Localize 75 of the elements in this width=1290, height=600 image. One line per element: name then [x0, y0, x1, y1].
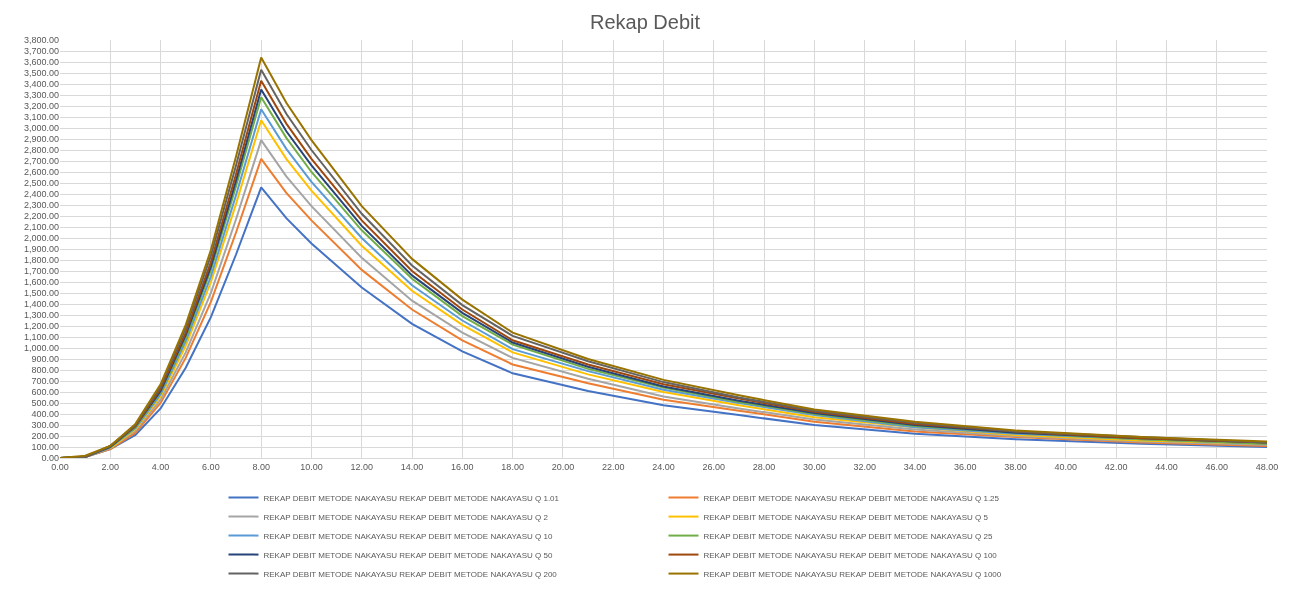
y-tick-label: 3,700.00: [23, 46, 59, 57]
x-tick-label: 24.00: [652, 461, 675, 472]
x-tick-label: 44.00: [1155, 461, 1178, 472]
y-tick-label: 1,100.00: [23, 332, 59, 343]
y-tick-label: 2,000.00: [23, 233, 59, 244]
y-tick-label: 2,700.00: [23, 156, 59, 167]
legend-label: REKAP DEBIT METODE NAKAYASU REKAP DEBIT METODE NAKAYASU Q 200: [263, 569, 558, 579]
y-tick-label: 1,600.00: [23, 277, 59, 288]
y-tick-label: 900.00: [31, 354, 59, 365]
legend-label: REKAP DEBIT METODE NAKAYASU REKAP DEBIT METODE NAKAYASU Q 25: [703, 531, 993, 541]
y-tick-label: 2,400.00: [23, 189, 59, 200]
y-tick-label: 1,300.00: [23, 310, 59, 321]
legend-label: REKAP DEBIT METODE NAKAYASU REKAP DEBIT METODE NAKAYASU Q 1000: [703, 569, 1002, 579]
legend-label: REKAP DEBIT METODE NAKAYASU REKAP DEBIT METODE NAKAYASU Q 10: [263, 531, 553, 541]
legend-label: REKAP DEBIT METODE NAKAYASU REKAP DEBIT METODE NAKAYASU Q 50: [263, 550, 553, 560]
y-tick-label: 1,000.00: [23, 343, 59, 354]
legend-label: REKAP DEBIT METODE NAKAYASU REKAP DEBIT METODE NAKAYASU Q 1.25: [703, 493, 1000, 503]
y-tick-label: 3,100.00: [23, 112, 59, 123]
y-tick-label: 3,200.00: [23, 101, 59, 112]
y-tick-label: 1,700.00: [23, 266, 59, 277]
legend-label: REKAP DEBIT METODE NAKAYASU REKAP DEBIT METODE NAKAYASU Q 5: [703, 512, 989, 522]
y-tick-label: 3,500.00: [23, 68, 59, 79]
x-tick-label: 20.00: [551, 461, 575, 472]
x-tick-label: 42.00: [1104, 461, 1128, 472]
x-tick-label: 34.00: [903, 461, 927, 472]
x-tick-label: 2.00: [101, 461, 120, 472]
x-tick-label: 38.00: [1004, 461, 1027, 472]
x-tick-label: 40.00: [1054, 461, 1078, 472]
y-tick-label: 1,900.00: [23, 244, 59, 255]
y-tick-label: 1,400.00: [23, 299, 59, 310]
y-tick-label: 3,800.00: [23, 35, 59, 46]
y-tick-label: 2,300.00: [23, 200, 59, 211]
y-tick-label: 2,900.00: [23, 134, 59, 145]
legend-label: REKAP DEBIT METODE NAKAYASU REKAP DEBIT METODE NAKAYASU Q 100: [703, 550, 998, 560]
y-tick-label: 3,400.00: [23, 79, 59, 90]
legend-label: REKAP DEBIT METODE NAKAYASU REKAP DEBIT METODE NAKAYASU Q 2: [263, 512, 549, 522]
y-tick-label: 500.00: [31, 398, 59, 409]
y-tick-label: 200.00: [31, 431, 59, 442]
legend-label: REKAP DEBIT METODE NAKAYASU REKAP DEBIT METODE NAKAYASU Q 1.01: [263, 493, 560, 503]
y-tick-label: 0.00: [41, 453, 59, 464]
y-tick-label: 800.00: [31, 365, 59, 376]
x-tick-label: 6.00: [202, 461, 220, 472]
x-tick-label: 26.00: [702, 461, 726, 472]
x-tick-label: 48.00: [1255, 461, 1279, 472]
x-tick-label: 10.00: [300, 461, 323, 472]
y-tick-label: 1,200.00: [23, 321, 59, 332]
y-tick-label: 600.00: [31, 387, 59, 398]
x-tick-label: 12.00: [350, 461, 374, 472]
x-tick-label: 36.00: [953, 461, 977, 472]
y-tick-label: 1,800.00: [23, 255, 59, 266]
y-tick-label: 3,000.00: [23, 123, 59, 134]
x-tick-label: 46.00: [1205, 461, 1228, 472]
y-tick-label: 2,800.00: [23, 145, 59, 156]
y-tick-label: 2,500.00: [23, 178, 59, 189]
y-tick-label: 2,200.00: [23, 211, 59, 222]
x-tick-label: 16.00: [451, 461, 474, 472]
y-tick-label: 2,600.00: [23, 167, 59, 178]
x-tick-label: 28.00: [752, 461, 776, 472]
y-tick-label: 100.00: [31, 442, 59, 453]
x-tick-label: 30.00: [803, 461, 826, 472]
x-tick-label: 22.00: [601, 461, 625, 472]
y-tick-label: 3,600.00: [23, 57, 59, 68]
x-tick-label: 14.00: [400, 461, 424, 472]
y-tick-label: 700.00: [31, 376, 59, 387]
y-tick-label: 1,500.00: [23, 288, 59, 299]
x-tick-label: 0.00: [51, 461, 69, 472]
x-tick-label: 18.00: [501, 461, 524, 472]
x-tick-label: 8.00: [252, 461, 270, 472]
x-tick-label: 4.00: [151, 461, 170, 472]
y-tick-label: 2,100.00: [23, 222, 59, 233]
x-tick-label: 32.00: [853, 461, 876, 472]
chart-title: Rekap Debit: [589, 11, 701, 33]
y-tick-label: 3,300.00: [23, 90, 59, 101]
y-tick-label: 400.00: [31, 409, 59, 420]
y-tick-label: 300.00: [31, 420, 59, 431]
